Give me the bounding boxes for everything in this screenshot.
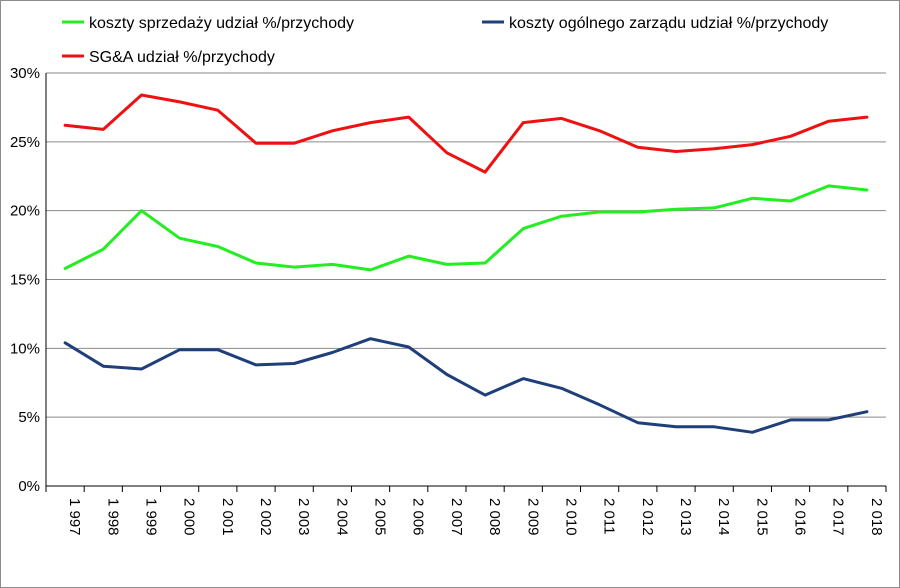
x-tick-label: 1 997 bbox=[66, 498, 83, 536]
x-tick-label: 1 998 bbox=[104, 498, 121, 536]
x-tick-label: 2 008 bbox=[486, 498, 503, 536]
series-line-3 bbox=[63, 93, 869, 174]
x-tick-label: 1 999 bbox=[142, 498, 159, 536]
x-tick-label: 2 009 bbox=[524, 498, 541, 536]
x-tick-label: 2 005 bbox=[372, 498, 389, 536]
y-tick-label: 25% bbox=[10, 134, 40, 151]
x-tick-label: 2 003 bbox=[295, 498, 312, 536]
y-tick-label: 30% bbox=[10, 65, 40, 82]
x-tick-label: 2 018 bbox=[868, 498, 885, 536]
series-line-2 bbox=[63, 337, 869, 434]
x-tick-label: 2 004 bbox=[333, 498, 350, 536]
y-tick-label: 10% bbox=[10, 340, 40, 357]
series-line-1 bbox=[63, 184, 869, 272]
y-tick-label: 20% bbox=[10, 203, 40, 220]
x-tick-label: 2 016 bbox=[792, 498, 809, 536]
x-tick-label: 2 013 bbox=[677, 498, 694, 536]
x-tick-label: 2 015 bbox=[753, 498, 770, 536]
x-tick-label: 2 006 bbox=[410, 498, 427, 536]
legend-label-2: koszty ogólnego zarządu udział %/przycho… bbox=[509, 15, 828, 32]
y-tick-label: 5% bbox=[18, 409, 40, 426]
x-tick-label: 2 007 bbox=[448, 498, 465, 536]
y-tick-label: 15% bbox=[10, 272, 40, 289]
x-tick-label: 2 010 bbox=[562, 498, 579, 536]
x-tick-label: 2 017 bbox=[830, 498, 847, 536]
x-tick-label: 2 001 bbox=[219, 498, 236, 536]
y-tick-label: 0% bbox=[18, 478, 40, 495]
legend-label-3: SG&A udział %/przychody bbox=[89, 49, 275, 66]
x-tick-label: 2 012 bbox=[639, 498, 656, 536]
x-tick-label: 2 002 bbox=[257, 498, 274, 536]
x-tick-label: 2 011 bbox=[601, 498, 618, 534]
legend-label-1: koszty sprzedaży udział %/przychody bbox=[89, 15, 354, 32]
x-tick-label: 2 014 bbox=[715, 498, 732, 536]
x-tick-label: 2 000 bbox=[181, 498, 198, 536]
